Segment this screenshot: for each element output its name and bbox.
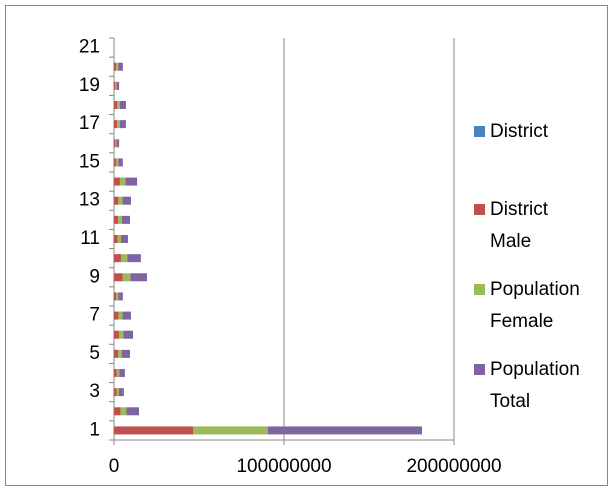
bar-segment [118,215,122,224]
legend-swatch [474,126,485,137]
bar-segment [120,254,128,263]
bar-segment [114,311,119,320]
legend-swatch [474,204,485,215]
x-tick-label: 200000000 [406,456,501,477]
bar-segment [114,369,117,377]
legend-label: Population Female [490,279,580,332]
bar-segment [114,235,118,243]
bar-segment [114,349,119,358]
y-tick-label: 19 [79,75,100,96]
bar-segment [122,196,131,205]
chart-border [5,5,608,486]
bar-segment [127,254,141,263]
bar-segment [114,101,118,109]
legend-item: District Male [474,194,586,258]
bar-segment [114,62,117,71]
bar-segment [193,426,269,435]
bar-segment [118,349,122,358]
bar-segment [121,349,130,358]
bar-segment [130,273,147,282]
bar-segment [116,292,119,301]
bar-segment [119,177,126,186]
bar-segment [114,254,121,263]
bar-segment [119,120,126,129]
y-tick-label: 5 [89,343,100,364]
y-tick-label: 7 [89,305,100,326]
y-tick-label: 21 [79,37,100,58]
bar-segment [117,120,120,129]
bar-segment [114,407,121,416]
bar-segment [115,139,117,148]
bar-segment [117,101,120,109]
bar-segment [117,235,121,243]
bar-segment [119,369,125,377]
bar-segment [118,292,123,301]
x-tick-label: 0 [109,456,120,477]
legend-swatch [474,364,485,375]
bar-segment [114,81,116,90]
legend-label: District Male [490,199,549,252]
bar-segment [120,407,127,416]
bar-segment [120,235,128,243]
bar-segment [114,177,120,186]
y-tick-label: 13 [79,190,100,211]
y-tick-label: 3 [89,381,100,402]
bar-segment [114,426,194,435]
y-tick-label: 17 [79,113,100,134]
bar-segment [114,158,117,167]
bar-segment [125,177,138,186]
bar-segment [115,81,117,90]
bar-segment [116,81,120,90]
bar-segment [119,101,126,109]
y-tick-label: 1 [89,419,100,440]
bar-segment [114,388,117,397]
bar-segment [116,139,120,148]
bar-segment [121,215,130,224]
bar-segment [114,196,119,205]
bar-segment [116,388,119,397]
bar-segment [116,62,119,71]
legend-item: Population Total [474,354,586,418]
bar-segment [114,215,119,224]
bar-segment [116,369,120,377]
y-tick-label: 9 [89,266,100,287]
bar-segment [122,273,131,282]
bar-segment [118,311,123,320]
legend-label: Population Total [490,359,580,412]
bar-segment [123,330,134,339]
bar-segment [114,330,119,339]
legend-item: District [474,116,586,148]
bar-segment [116,158,119,167]
bar-segment [126,407,139,416]
y-tick-label: 11 [80,228,100,249]
bar-segment [114,292,117,301]
legend-label: District [490,121,549,142]
bar-segment [122,311,131,320]
x-tick-label: 100000000 [236,456,331,477]
bar-segment [118,196,123,205]
bar-segment [118,158,123,167]
y-tick-label: 15 [79,151,100,172]
bar-segment [118,62,123,71]
legend-item: Population Female [474,274,586,338]
bar-segment [118,330,124,339]
bar-segment [114,273,123,282]
legend-swatch [474,284,485,295]
bar-segment [114,139,116,148]
bar-segment [118,388,124,397]
bar-segment [114,120,118,129]
bar-segment [268,426,423,435]
